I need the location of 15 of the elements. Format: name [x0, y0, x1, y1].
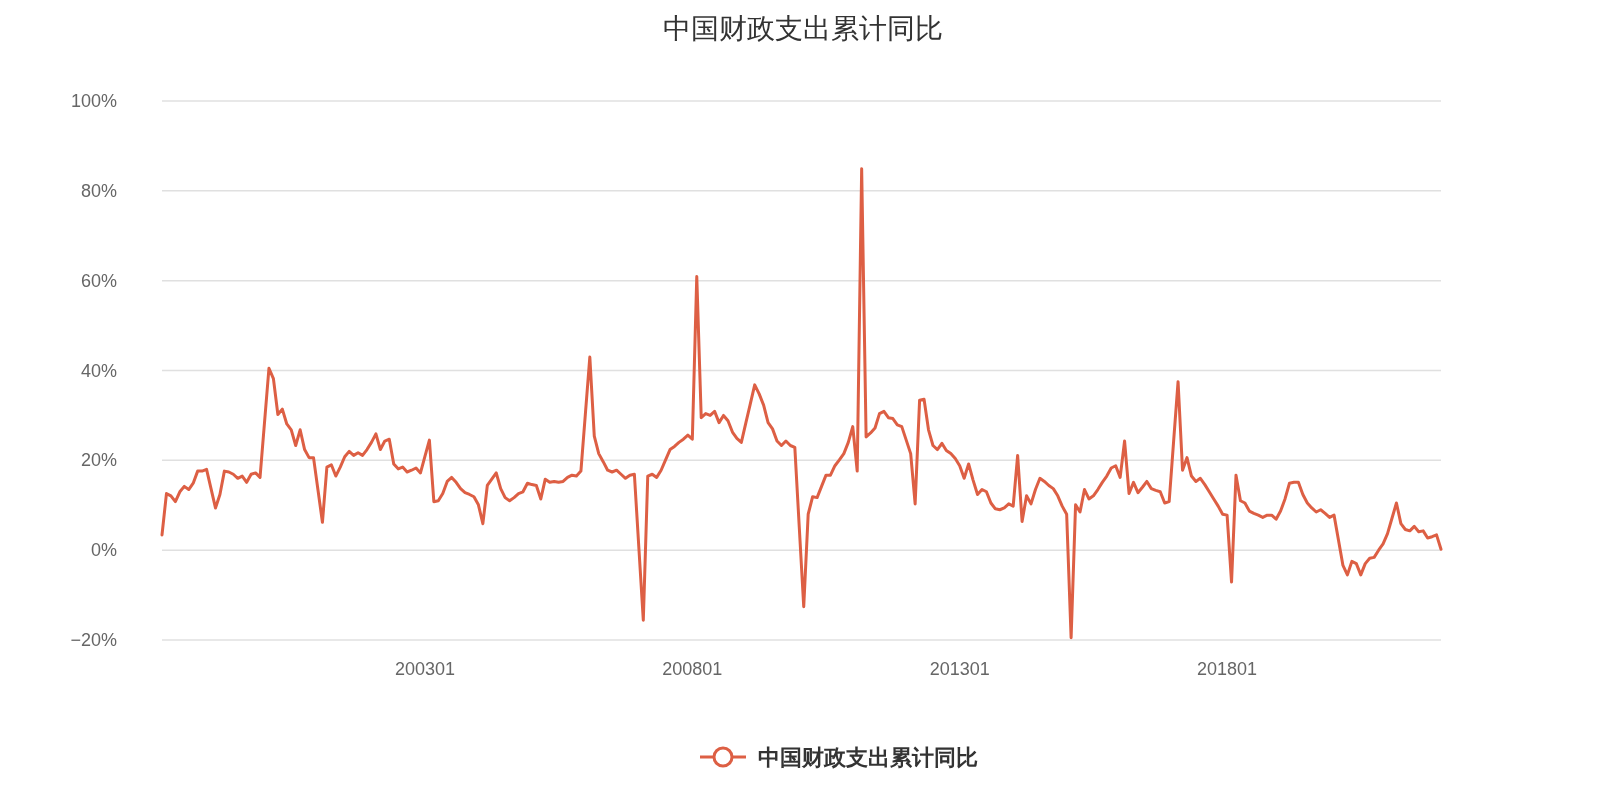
y-tick-label: 80%	[80, 180, 117, 201]
x-tick-label: 200801	[662, 659, 723, 679]
y-tick-label: 40%	[80, 360, 117, 381]
y-tick-label: 0%	[90, 540, 117, 561]
y-tick-label: 60%	[80, 270, 117, 291]
x-tick-label: 200301	[394, 659, 455, 679]
legend: 中国财政支出累计同比	[700, 745, 978, 770]
legend-label: 中国财政支出累计同比	[758, 745, 978, 770]
y-tick-label: 100%	[70, 91, 117, 111]
chart-title: 中国财政支出累计同比	[663, 13, 943, 44]
line-series	[160, 167, 1443, 640]
x-tick-label: 201801	[1197, 659, 1258, 679]
y-tick-label: 20%	[80, 450, 117, 471]
y-tick-label: −20%	[70, 630, 117, 650]
x-tick-label: 201301	[929, 659, 990, 679]
